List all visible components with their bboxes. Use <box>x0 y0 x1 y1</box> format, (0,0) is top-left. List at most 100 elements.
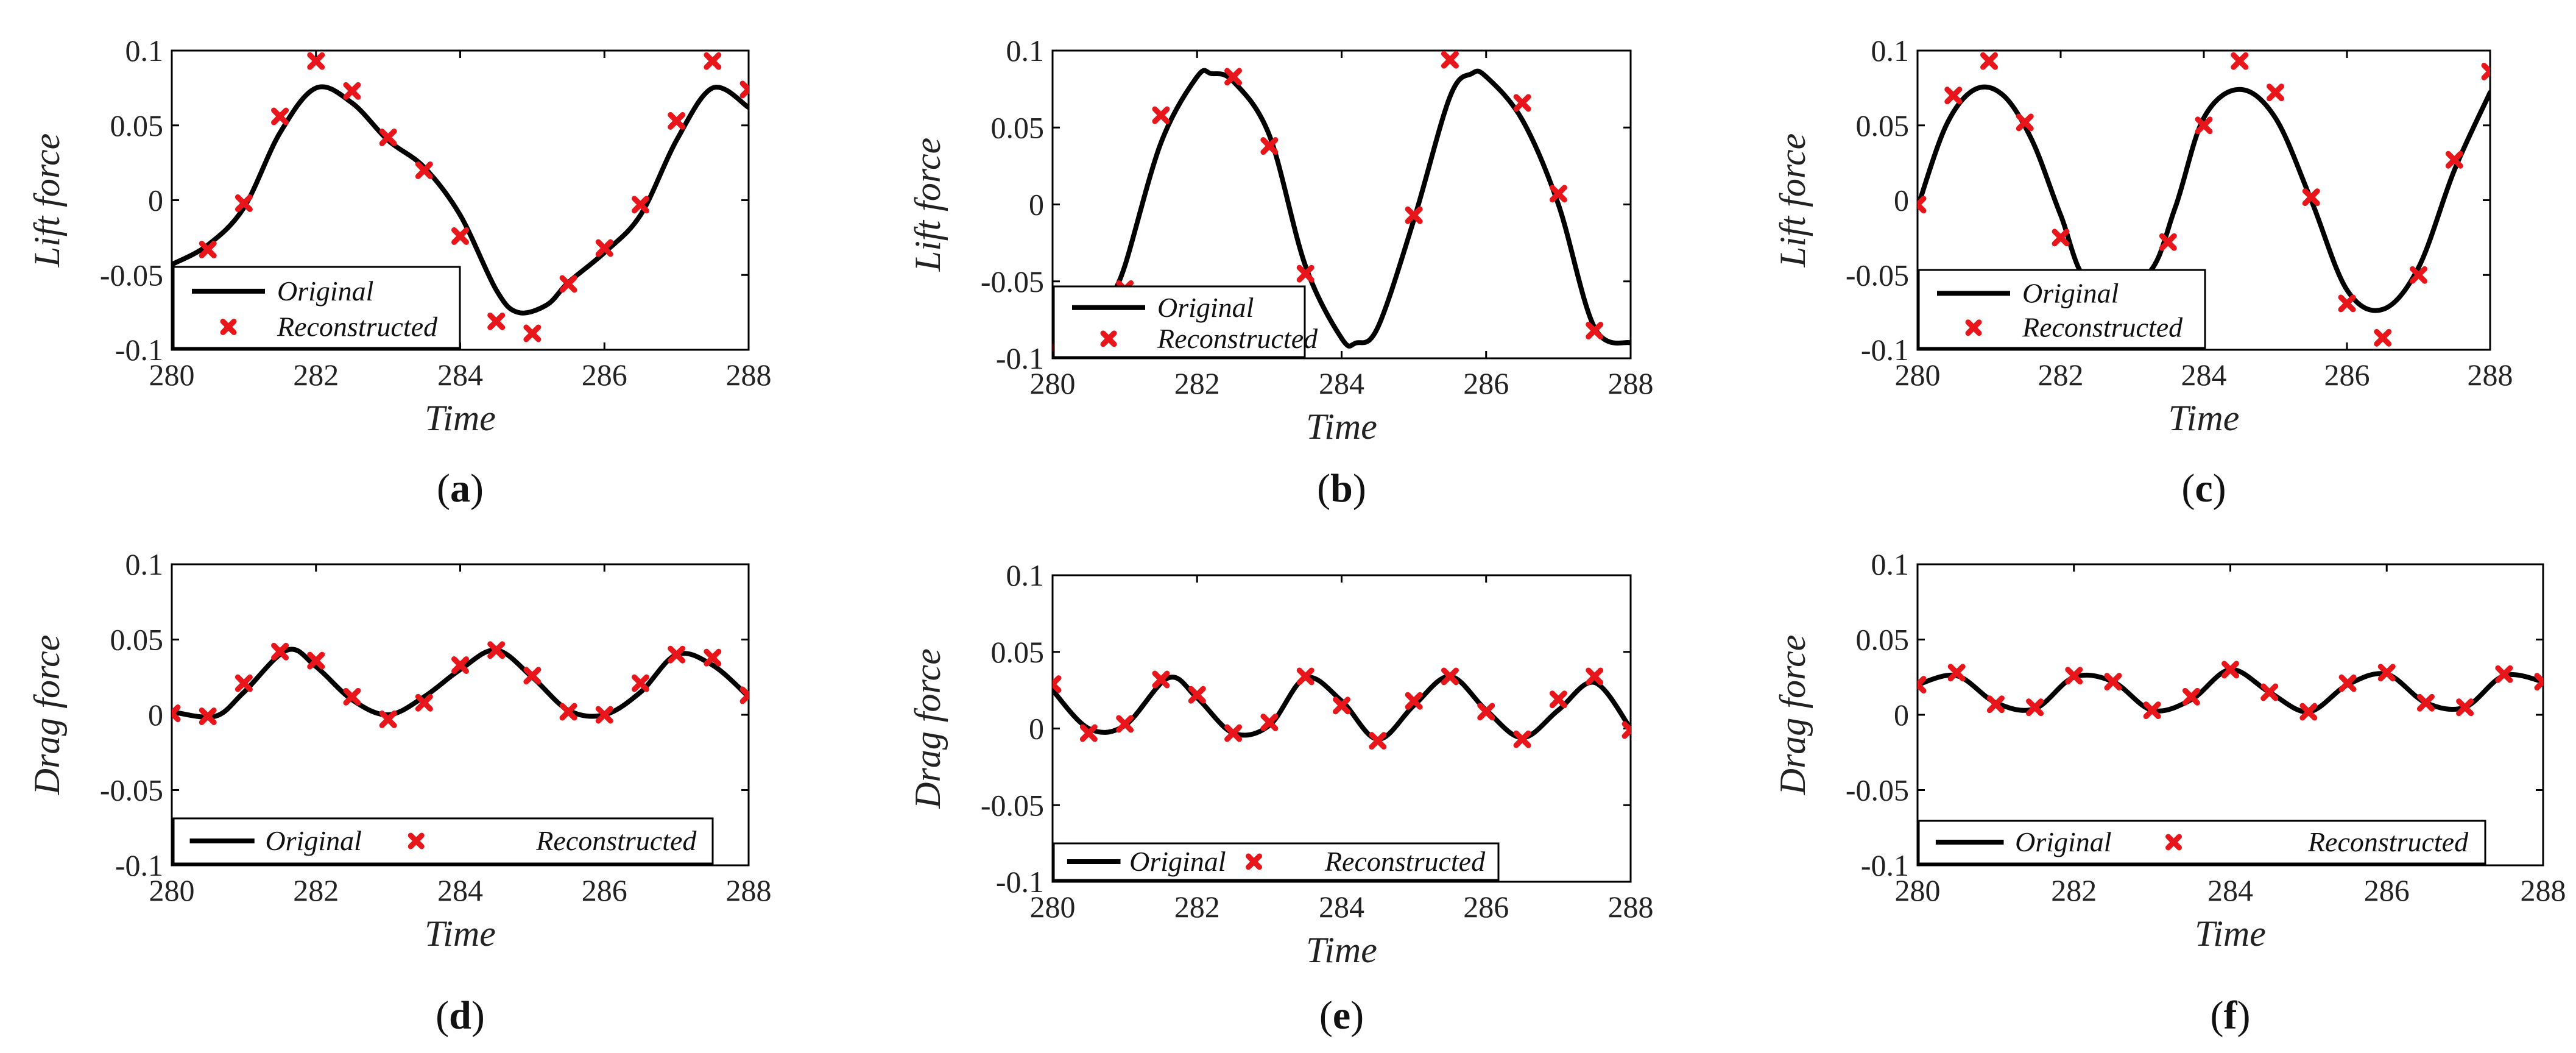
reconstructed-point <box>1224 724 1243 742</box>
x-tick-label: 280 <box>149 873 195 907</box>
legend-reconstructed-label: Reconstructed <box>1157 323 1318 354</box>
reconstructed-point <box>451 227 469 245</box>
x-tick-label: 280 <box>1895 358 1941 392</box>
reconstructed-point <box>487 641 506 659</box>
panel-caption: (f) <box>2211 993 2251 1038</box>
reconstructed-point <box>595 706 613 724</box>
reconstructed-point <box>2377 664 2396 682</box>
reconstructed-point <box>704 648 722 667</box>
x-tick-label: 284 <box>1319 890 1364 924</box>
reconstructed-point <box>1513 730 1531 748</box>
reconstructed-point <box>379 710 397 728</box>
y-tick-label: -0.05 <box>1846 258 1909 292</box>
reconstructed-point <box>2267 83 2284 102</box>
reconstructed-point <box>2338 674 2357 692</box>
y-tick-label: 0.1 <box>125 34 164 68</box>
y-tick-label: -0.05 <box>1846 773 1909 807</box>
legend-reconstructed-label: Reconstructed <box>277 311 438 342</box>
reconstructed-point <box>235 674 253 692</box>
reconstructed-point <box>1944 87 1963 105</box>
reconstructed-point <box>2410 266 2427 284</box>
reconstructed-point <box>1918 676 1927 694</box>
reconstructed-point <box>2374 328 2392 347</box>
series-original-line <box>1053 674 1631 742</box>
panel-caption: (b) <box>1317 466 1366 511</box>
reconstructed-point <box>1369 732 1387 750</box>
panel-caption-letter: b <box>1330 466 1353 511</box>
reconstructed-point <box>415 693 433 712</box>
panel-caption-letter: e <box>1333 993 1350 1038</box>
legend-marker-swatch <box>408 832 425 849</box>
legend-original-label: Original <box>265 825 361 856</box>
y-tick-label: -0.1 <box>996 341 1044 375</box>
reconstructed-point <box>2231 52 2249 70</box>
panel-caption: (c) <box>2181 466 2226 511</box>
reconstructed-point <box>1549 185 1567 203</box>
panel-caption-letter: c <box>2195 466 2212 511</box>
reconstructed-point <box>739 80 749 99</box>
legend-marker-swatch <box>2165 834 2182 851</box>
y-tick-label: 0.1 <box>1871 547 1910 581</box>
reconstructed-point <box>2026 698 2044 717</box>
reconstructed-point <box>668 112 686 130</box>
x-tick-label: 280 <box>149 358 195 392</box>
reconstructed-point <box>1188 686 1206 704</box>
reconstructed-point <box>487 312 506 330</box>
x-tick-label: 284 <box>437 358 483 392</box>
y-axis-label: Drag force <box>908 648 948 809</box>
reconstructed-point <box>668 645 686 664</box>
plot-area <box>1053 667 1631 750</box>
legend-original-label: Original <box>2022 277 2119 308</box>
y-axis-label: Lift force <box>1773 133 1813 268</box>
chart-panel-d: 280 282 284 286 288 -0.1 -0.05 0 0.05 0.1 Time Drag… <box>27 547 772 1038</box>
reconstructed-point <box>451 656 469 674</box>
y-tick-label: -0.1 <box>1861 333 1909 367</box>
x-tick-label: 280 <box>1030 366 1076 400</box>
legend-reconstructed-label: Reconstructed <box>1324 846 1486 877</box>
x-tick-label: 286 <box>582 358 627 392</box>
x-tick-label: 282 <box>293 358 339 392</box>
x-axis-label: Time <box>425 398 496 438</box>
legend-original-label: Original <box>1129 846 1226 877</box>
x-tick-label: 282 <box>2038 358 2084 392</box>
y-tick-label: -0.05 <box>100 773 163 807</box>
reconstructed-point <box>2104 673 2122 691</box>
reconstructed-point <box>1405 692 1423 710</box>
reconstructed-point <box>343 82 361 100</box>
y-tick-label: 0.05 <box>1856 108 1910 143</box>
y-tick-label: 0.1 <box>125 547 164 581</box>
reconstructed-point <box>2052 229 2070 247</box>
reconstructed-point <box>1079 724 1098 742</box>
legend: Original Reconstructed <box>172 266 461 349</box>
y-tick-label: 0 <box>148 698 163 732</box>
legend-marker-swatch <box>220 318 237 335</box>
reconstructed-point <box>1260 137 1279 155</box>
legend-box <box>172 817 714 865</box>
y-tick-label: -0.1 <box>996 865 1044 899</box>
x-tick-label: 288 <box>1608 890 1654 924</box>
series-original-line <box>1918 667 2543 715</box>
reconstructed-point <box>1513 94 1531 112</box>
x-axis-label: Time <box>425 913 496 954</box>
reconstructed-point <box>343 687 361 706</box>
reconstructed-point <box>2481 62 2490 80</box>
legend: Original Reconstructed <box>1918 269 2206 349</box>
reconstructed-point <box>1549 690 1567 709</box>
y-tick-label: 0.1 <box>1006 558 1045 592</box>
reconstructed-point <box>1621 721 1631 739</box>
x-tick-label: 286 <box>2324 358 2370 392</box>
chart-panel-e: 280 282 284 286 288 -0.1 -0.05 0 0.05 0.1 Time Drag… <box>908 558 1654 1038</box>
legend-reconstructed-label: Reconstructed <box>2022 312 2183 343</box>
reconstructed-point <box>595 239 613 257</box>
x-tick-label: 288 <box>2521 873 2566 907</box>
x-tick-label: 282 <box>1174 366 1220 400</box>
x-tick-label: 288 <box>726 358 772 392</box>
reconstructed-point <box>2065 667 2083 685</box>
reconstructed-point <box>1477 703 1495 721</box>
reconstructed-point <box>2143 701 2161 720</box>
legend-marker-swatch <box>1100 330 1117 347</box>
plot-area <box>172 641 749 728</box>
x-tick-label: 282 <box>293 873 339 907</box>
reconstructed-point <box>1441 51 1459 69</box>
